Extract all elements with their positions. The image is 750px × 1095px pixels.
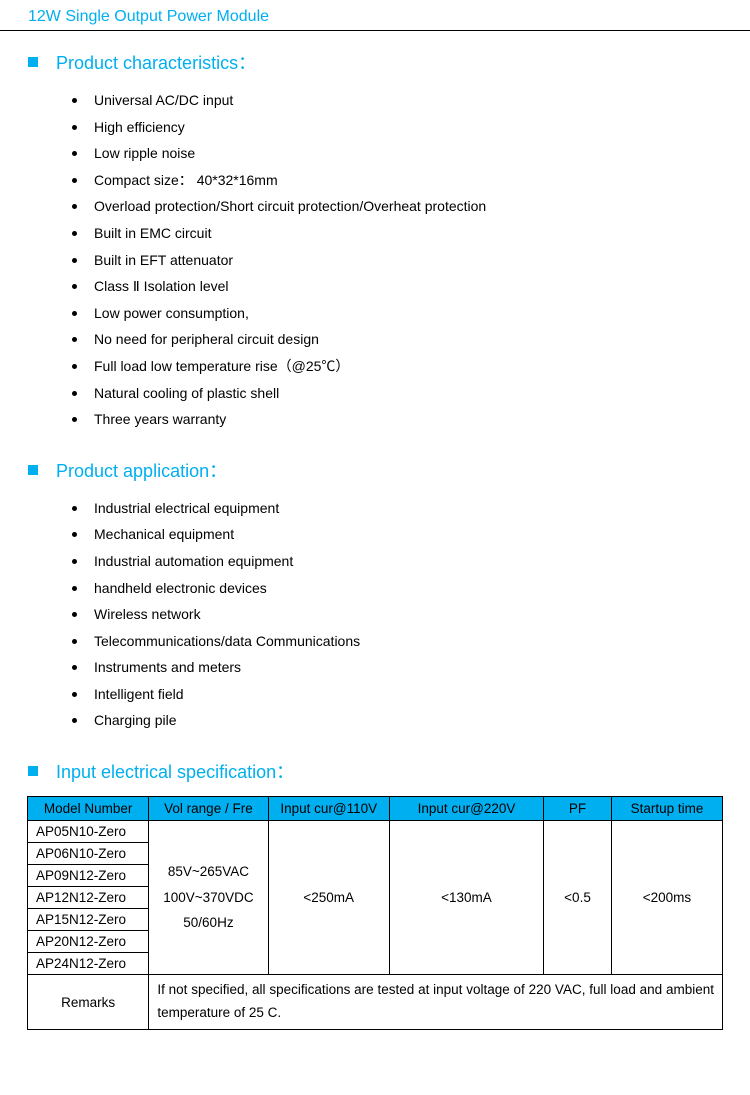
- characteristics-list: Universal AC/DC input High efficiency Lo…: [0, 87, 750, 433]
- section-application: Product application： Industrial electric…: [0, 457, 750, 734]
- application-list: Industrial electrical equipment Mechanic…: [0, 495, 750, 734]
- th-model: Model Number: [28, 797, 149, 821]
- list-item: Charging pile: [72, 707, 750, 734]
- startup-cell: <200ms: [611, 821, 722, 975]
- remarks-label: Remarks: [28, 975, 149, 1030]
- model-cell: AP05N10-Zero: [28, 821, 149, 843]
- list-item: Industrial automation equipment: [72, 548, 750, 575]
- model-cell: AP20N12-Zero: [28, 931, 149, 953]
- list-item: Instruments and meters: [72, 654, 750, 681]
- model-cell: AP24N12-Zero: [28, 953, 149, 975]
- list-item: Intelligent field: [72, 681, 750, 708]
- list-item: No need for peripheral circuit design: [72, 326, 750, 353]
- model-cell: AP12N12-Zero: [28, 887, 149, 909]
- cur110-cell: <250mA: [268, 821, 389, 975]
- remarks-text: If not specified, all specifications are…: [149, 975, 723, 1030]
- remarks-row: Remarks If not specified, all specificat…: [28, 975, 723, 1030]
- page-title: 12W Single Output Power Module: [0, 0, 750, 31]
- list-item: Three years warranty: [72, 406, 750, 433]
- section-title: Product application：: [56, 457, 227, 483]
- list-item: Class Ⅱ Isolation level: [72, 273, 750, 300]
- th-cur110: Input cur@110V: [268, 797, 389, 821]
- section-heading: Product application：: [0, 457, 750, 483]
- th-startup: Startup time: [611, 797, 722, 821]
- square-bullet-icon: [28, 465, 38, 475]
- list-item: Universal AC/DC input: [72, 87, 750, 114]
- model-cell: AP06N10-Zero: [28, 843, 149, 865]
- square-bullet-icon: [28, 57, 38, 67]
- list-item: Low ripple noise: [72, 140, 750, 167]
- square-bullet-icon: [28, 766, 38, 776]
- vol-range-cell: 85V~265VAC100V~370VDC50/60Hz: [149, 821, 268, 975]
- section-heading: Product characteristics：: [0, 49, 750, 75]
- list-item: Full load low temperature rise（@25℃）: [72, 353, 750, 380]
- th-cur220: Input cur@220V: [389, 797, 543, 821]
- list-item: Compact size： 40*32*16mm: [72, 167, 750, 194]
- section-heading: Input electrical specification：: [0, 758, 750, 784]
- list-item: handheld electronic devices: [72, 575, 750, 602]
- input-spec-table: Model Number Vol range / Fre Input cur@1…: [27, 796, 723, 1030]
- model-cell: AP09N12-Zero: [28, 865, 149, 887]
- section-title: Product characteristics：: [56, 49, 256, 75]
- list-item: Built in EMC circuit: [72, 220, 750, 247]
- th-vol: Vol range / Fre: [149, 797, 268, 821]
- list-item: Telecommunications/data Communications: [72, 628, 750, 655]
- list-item: Industrial electrical equipment: [72, 495, 750, 522]
- list-item: Mechanical equipment: [72, 521, 750, 548]
- model-cell: AP15N12-Zero: [28, 909, 149, 931]
- list-item: High efficiency: [72, 114, 750, 141]
- list-item: Low power consumption,: [72, 300, 750, 327]
- th-pf: PF: [544, 797, 612, 821]
- table-header-row: Model Number Vol range / Fre Input cur@1…: [28, 797, 723, 821]
- list-item: Natural cooling of plastic shell: [72, 380, 750, 407]
- section-title: Input electrical specification：: [56, 758, 294, 784]
- cur220-cell: <130mA: [389, 821, 543, 975]
- table-row: AP05N10-Zero 85V~265VAC100V~370VDC50/60H…: [28, 821, 723, 843]
- section-input-spec: Input electrical specification： Model Nu…: [0, 758, 750, 1030]
- list-item: Built in EFT attenuator: [72, 247, 750, 274]
- section-characteristics: Product characteristics： Universal AC/DC…: [0, 49, 750, 433]
- list-item: Overload protection/Short circuit protec…: [72, 193, 750, 220]
- pf-cell: <0.5: [544, 821, 612, 975]
- list-item: Wireless network: [72, 601, 750, 628]
